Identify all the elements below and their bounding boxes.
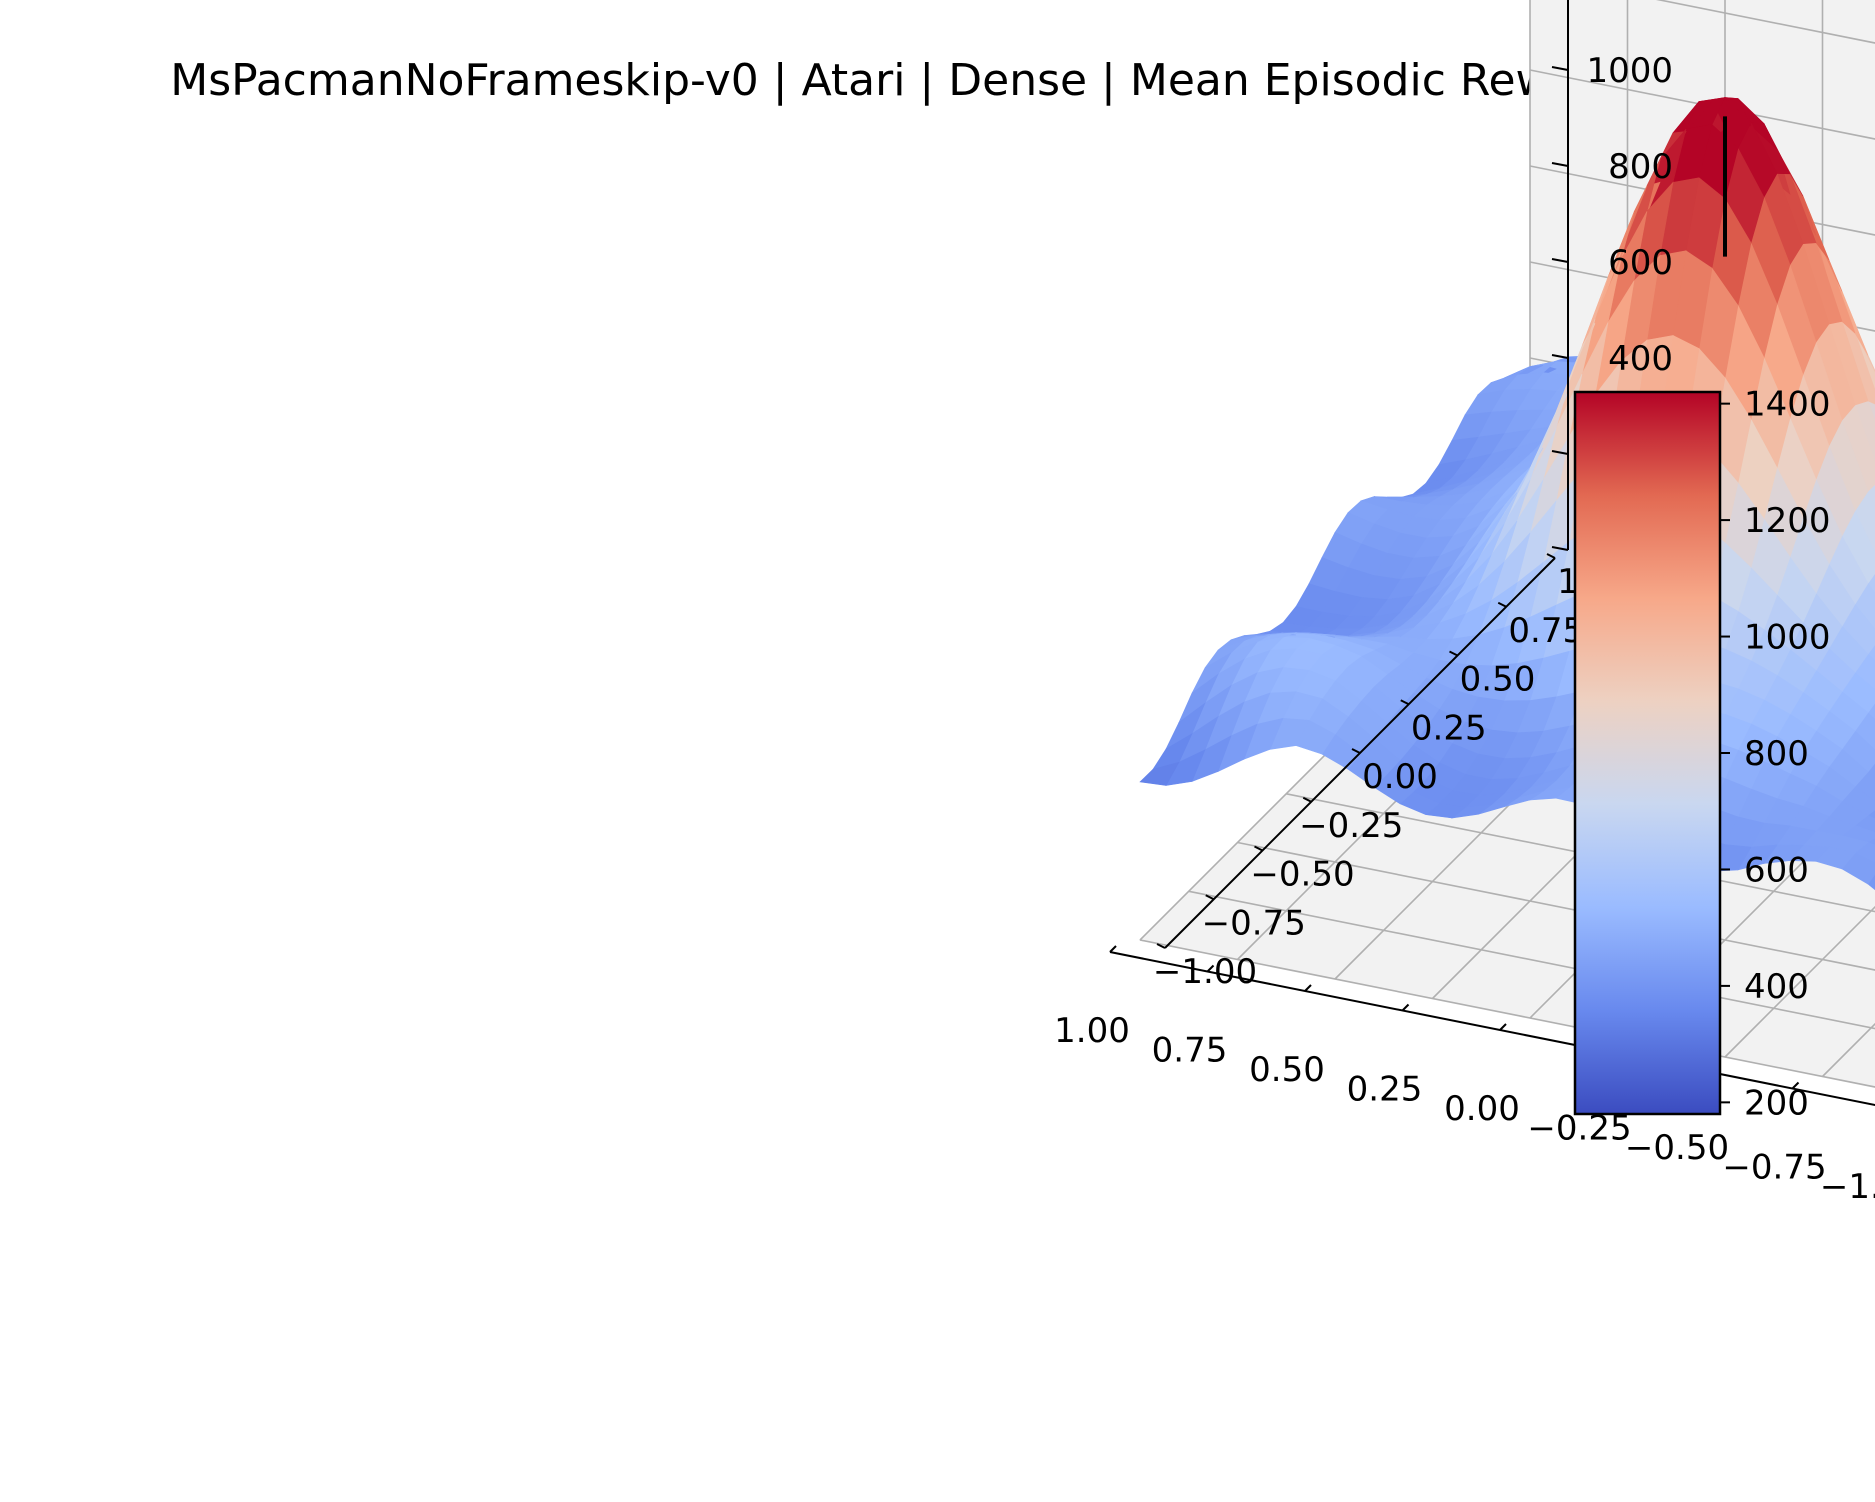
grid-line-y bbox=[1237, 841, 1875, 971]
colorbar-tick-label: 200 bbox=[1744, 1083, 1809, 1123]
z-tick-label: 400 bbox=[1608, 339, 1673, 379]
grid-line-z bbox=[1529, 69, 1875, 140]
x-tick-label: 0.50 bbox=[1249, 1050, 1325, 1090]
z-tick-mark bbox=[1551, 66, 1569, 71]
y-tick-label: 0.25 bbox=[1411, 708, 1487, 748]
y-tick-mark bbox=[1254, 845, 1263, 852]
x-tick-label: −1.00 bbox=[1820, 1167, 1875, 1207]
grid-line-y bbox=[1139, 939, 1875, 1088]
y-tick-label: −1.00 bbox=[1153, 952, 1257, 992]
colorbar-tick-label: 600 bbox=[1744, 850, 1809, 890]
colorbar-tick-label: 400 bbox=[1744, 967, 1809, 1007]
y-tick-mark bbox=[1351, 748, 1361, 754]
colorbar-tick-label: 1000 bbox=[1744, 618, 1831, 658]
x-tick-mark bbox=[1109, 945, 1117, 953]
y-tick-label: −0.50 bbox=[1250, 855, 1354, 895]
surface-facet bbox=[1867, 572, 1875, 594]
grid-line-x bbox=[1626, 788, 1875, 1039]
z-tick-mark bbox=[1551, 450, 1569, 455]
z-tick-label: 1000 bbox=[1586, 51, 1673, 91]
y-tick-mark bbox=[1400, 699, 1410, 706]
x-tick-label: 0.75 bbox=[1152, 1031, 1228, 1071]
surface-facet bbox=[1867, 873, 1875, 891]
surface-facet bbox=[1867, 837, 1875, 846]
colorbar-tick-label: 1400 bbox=[1744, 385, 1831, 425]
y-tick-mark bbox=[1546, 553, 1556, 559]
y-tick-mark bbox=[1302, 796, 1312, 803]
y-tick-label: −0.25 bbox=[1299, 806, 1403, 846]
x-tick-label: −0.50 bbox=[1625, 1128, 1729, 1168]
grid-line-y bbox=[1188, 890, 1875, 1030]
y-tick-mark bbox=[1205, 894, 1215, 901]
surface-facet bbox=[1867, 702, 1875, 720]
x-tick-label: 0.25 bbox=[1347, 1070, 1423, 1110]
z-tick-label: 800 bbox=[1608, 147, 1673, 187]
x-tick-mark bbox=[1499, 1023, 1507, 1031]
surface-mesh bbox=[1139, 96, 1875, 891]
colorbar-tick-label: 800 bbox=[1744, 734, 1809, 774]
x-tick-mark bbox=[1401, 1003, 1410, 1012]
x-tick-mark bbox=[1206, 964, 1215, 973]
z-tick-mark bbox=[1551, 258, 1569, 263]
x-tick-mark bbox=[1791, 1081, 1800, 1090]
surface-facet bbox=[1867, 484, 1875, 508]
chart-title: MsPacmanNoFrameskip-v0 | Atari | Dense |… bbox=[170, 55, 1623, 106]
y-tick-label: 0.50 bbox=[1460, 660, 1536, 700]
colorbar-bar bbox=[1573, 390, 1722, 1116]
z-tick-mark bbox=[1551, 354, 1569, 359]
y-tick-mark bbox=[1449, 650, 1458, 657]
grid-line-z bbox=[1655, 0, 1875, 44]
surface-facet bbox=[1867, 762, 1875, 779]
grid-line-y bbox=[1286, 793, 1875, 913]
axis-ticks: −1.00−0.75−0.50−0.250.000.250.500.751.00… bbox=[1054, 51, 1875, 1207]
y-tick-label: 0.00 bbox=[1362, 757, 1438, 797]
colorbar: 200 400 600 800 1000 1200 1400 bbox=[1573, 385, 1831, 1123]
x-tick-label: −0.75 bbox=[1722, 1148, 1826, 1188]
y-tick-label: 0.75 bbox=[1508, 611, 1584, 651]
x-tick-label: 0.00 bbox=[1444, 1089, 1520, 1129]
z-tick-mark bbox=[1551, 162, 1569, 167]
surface-facet bbox=[1139, 761, 1180, 786]
y-tick-mark bbox=[1497, 601, 1507, 608]
z-tick-mark bbox=[1551, 546, 1569, 551]
surface-facet bbox=[1867, 644, 1875, 661]
surface-facet bbox=[1867, 809, 1875, 819]
y-tick-label: −0.75 bbox=[1202, 903, 1306, 943]
colorbar-tick-label: 1200 bbox=[1744, 501, 1831, 541]
x-tick-label: 1.00 bbox=[1054, 1011, 1130, 1051]
grid-line-x bbox=[1724, 905, 1875, 1058]
x-tick-mark bbox=[1304, 984, 1312, 992]
z-tick-label: 600 bbox=[1608, 243, 1673, 283]
y-tick-mark bbox=[1156, 943, 1166, 949]
